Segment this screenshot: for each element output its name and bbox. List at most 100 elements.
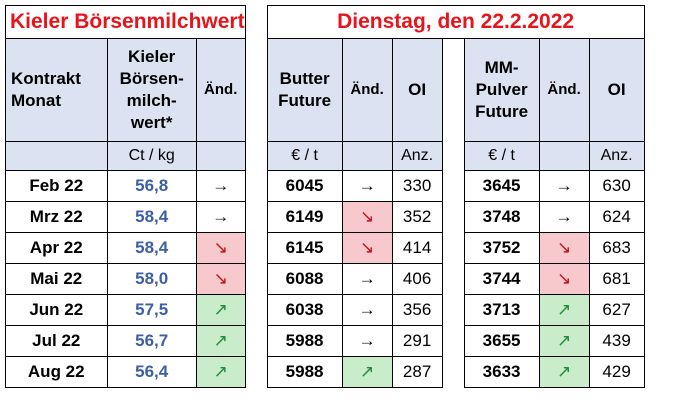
kbmw-value: 56,8	[106, 170, 197, 202]
arrow-down-right-icon: ↘	[341, 201, 393, 233]
butter-value: 6149	[266, 201, 343, 233]
header-butter-future: Butter Future	[266, 38, 343, 142]
unit-empty	[195, 141, 246, 171]
column-gap	[244, 170, 268, 202]
oi-value: 406	[391, 263, 443, 295]
column-gap	[441, 232, 465, 264]
butter-value: 6088	[266, 263, 343, 295]
kbmw-value: 57,5	[106, 294, 197, 326]
unit-oi: Anz.	[391, 141, 443, 171]
table-row: Apr 22 58,4 ↘ 6145 ↘ 414 3752 ↘ 683	[5, 232, 645, 264]
report-title: Kieler Börsenmilchwert	[5, 5, 246, 39]
contract-month: Mai 22	[5, 263, 108, 295]
oi-value: 624	[588, 201, 645, 233]
header-aenderung: Änd.	[195, 38, 246, 142]
header-aenderung: Änd.	[538, 38, 590, 142]
arrow-up-right-icon: ↗	[341, 356, 393, 388]
arrow-right-icon: →	[341, 325, 393, 357]
column-gap	[244, 294, 268, 326]
column-gap	[244, 263, 268, 295]
column-gap	[244, 38, 268, 142]
report-date: Dienstag, den 22.2.2022	[266, 5, 645, 39]
column-gap	[441, 141, 465, 171]
oi-value: 683	[588, 232, 645, 264]
arrow-down-right-icon: ↘	[538, 232, 590, 264]
oi-value: 356	[391, 294, 443, 326]
header-oi: OI	[588, 38, 645, 142]
column-gap	[441, 356, 465, 388]
column-gap	[441, 325, 465, 357]
mmp-value: 3748	[463, 201, 540, 233]
arrow-down-right-icon: ↘	[341, 232, 393, 264]
butter-value: 6038	[266, 294, 343, 326]
contract-month: Apr 22	[5, 232, 108, 264]
table-row: Aug 22 56,4 ↗ 5988 ↗ 287 3633 ↗ 429	[5, 356, 645, 388]
arrow-down-right-icon: ↘	[538, 263, 590, 295]
oi-value: 414	[391, 232, 443, 264]
mmp-value: 3655	[463, 325, 540, 357]
unit-oi: Anz.	[588, 141, 645, 171]
table-row: Feb 22 56,8 → 6045 → 330 3645 → 630	[5, 170, 645, 202]
kbmw-value: 56,4	[106, 356, 197, 388]
arrow-right-icon: →	[538, 170, 590, 202]
contract-month: Aug 22	[5, 356, 108, 388]
butter-value: 6145	[266, 232, 343, 264]
table-row: Jun 22 57,5 ↗ 6038 → 356 3713 ↗ 627	[5, 294, 645, 326]
unit-mmp: € / t	[463, 141, 540, 171]
butter-value: 5988	[266, 356, 343, 388]
kbmw-value: 58,0	[106, 263, 197, 295]
table-row: Mrz 22 58,4 → 6149 ↘ 352 3748 → 624	[5, 201, 645, 233]
column-gap	[441, 263, 465, 295]
column-gap	[244, 201, 268, 233]
arrow-right-icon: →	[195, 201, 246, 233]
arrow-right-icon: →	[341, 294, 393, 326]
header-kontrakt-monat: Kontrakt Monat	[5, 38, 108, 142]
header-kbmw: Kieler Börsen-milch-wert*	[106, 38, 197, 142]
column-gap	[244, 232, 268, 264]
oi-value: 681	[588, 263, 645, 295]
column-gap	[244, 356, 268, 388]
kbmw-value: 56,7	[106, 325, 197, 357]
unit-kbmw: Ct / kg	[106, 141, 197, 171]
arrow-up-right-icon: ↗	[538, 356, 590, 388]
mmp-value: 3713	[463, 294, 540, 326]
arrow-right-icon: →	[538, 201, 590, 233]
arrow-right-icon: →	[341, 263, 393, 295]
contract-month: Jun 22	[5, 294, 108, 326]
header-aenderung: Änd.	[341, 38, 393, 142]
arrow-up-right-icon: ↗	[195, 294, 246, 326]
arrow-up-right-icon: ↗	[538, 294, 590, 326]
butter-value: 6045	[266, 170, 343, 202]
column-gap	[244, 325, 268, 357]
unit-empty	[538, 141, 590, 171]
oi-value: 429	[588, 356, 645, 388]
header-mm-pulver-future: MM-Pulver Future	[463, 38, 540, 142]
column-gap	[244, 5, 268, 39]
column-gap	[244, 141, 268, 171]
butter-value: 5988	[266, 325, 343, 357]
column-gap	[441, 170, 465, 202]
oi-value: 352	[391, 201, 443, 233]
unit-butter: € / t	[266, 141, 343, 171]
mmp-value: 3752	[463, 232, 540, 264]
unit-empty	[5, 141, 108, 171]
arrow-right-icon: →	[341, 170, 393, 202]
contract-month: Mrz 22	[5, 201, 108, 233]
unit-empty	[341, 141, 393, 171]
oi-value: 627	[588, 294, 645, 326]
arrow-up-right-icon: ↗	[538, 325, 590, 357]
oi-value: 330	[391, 170, 443, 202]
contract-month: Jul 22	[5, 325, 108, 357]
table-row: Mai 22 58,0 ↘ 6088 → 406 3744 ↘ 681	[5, 263, 645, 295]
contract-month: Feb 22	[5, 170, 108, 202]
oi-value: 287	[391, 356, 443, 388]
oi-value: 630	[588, 170, 645, 202]
mmp-value: 3645	[463, 170, 540, 202]
arrow-right-icon: →	[195, 170, 246, 202]
arrow-down-right-icon: ↘	[195, 263, 246, 295]
oi-value: 291	[391, 325, 443, 357]
arrow-down-right-icon: ↘	[195, 232, 246, 264]
kbmw-value: 58,4	[106, 232, 197, 264]
mmp-value: 3633	[463, 356, 540, 388]
column-gap	[441, 294, 465, 326]
